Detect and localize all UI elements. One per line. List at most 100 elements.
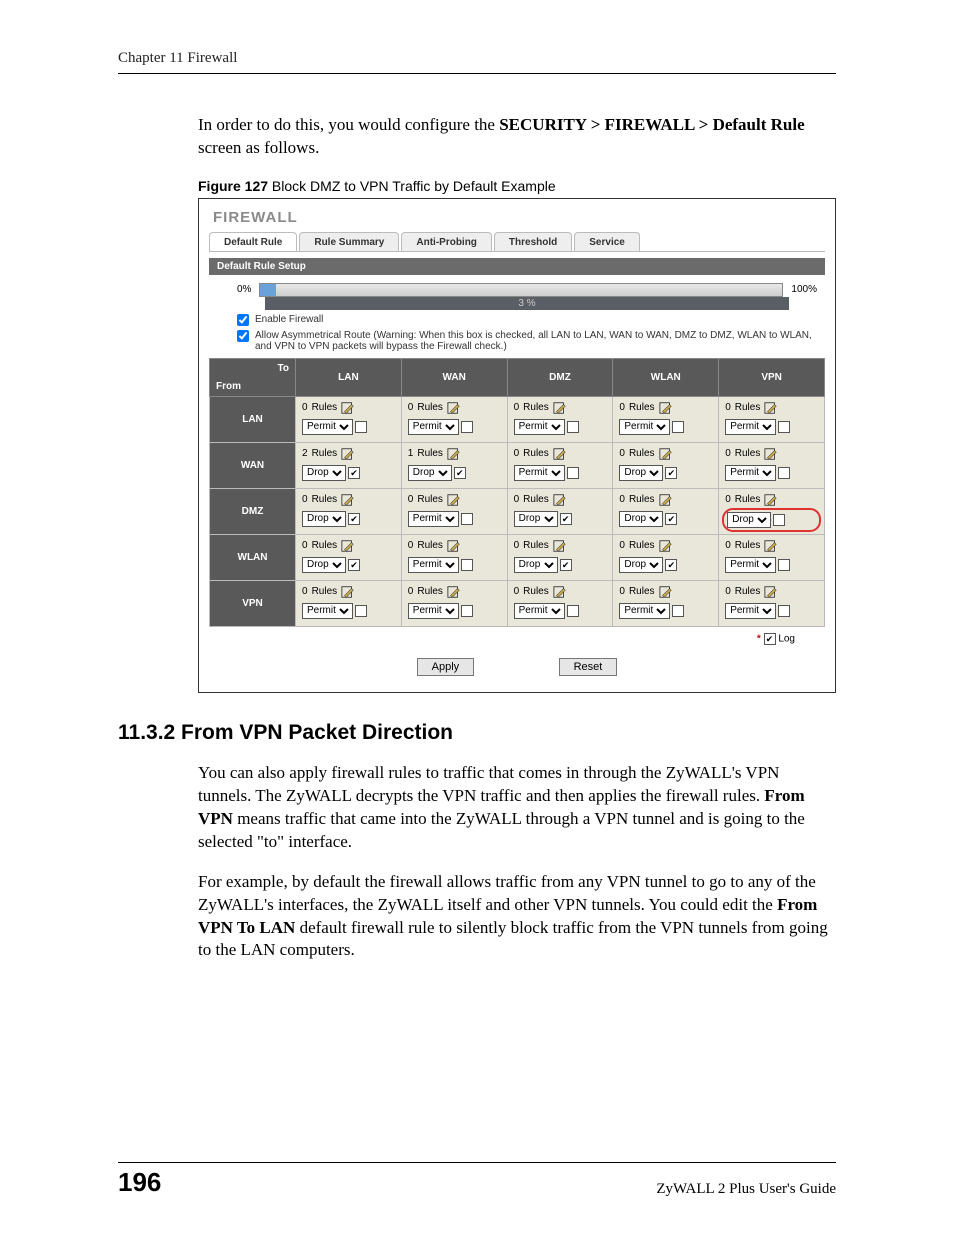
log-checkbox[interactable] [461, 513, 473, 525]
action-select[interactable]: Drop [302, 511, 346, 527]
log-checkbox[interactable] [665, 467, 677, 479]
edit-icon[interactable] [553, 401, 567, 415]
tab-service[interactable]: Service [574, 232, 640, 251]
action-select[interactable]: Drop [727, 512, 771, 528]
log-checkbox[interactable] [778, 421, 790, 433]
edit-icon[interactable] [341, 401, 355, 415]
edit-icon[interactable] [447, 401, 461, 415]
action-select[interactable]: Permit [725, 465, 776, 481]
edit-icon[interactable] [553, 493, 567, 507]
enable-firewall-checkbox[interactable] [237, 314, 249, 326]
action-select[interactable]: Drop [302, 465, 346, 481]
edit-icon[interactable] [341, 539, 355, 553]
reset-button[interactable]: Reset [559, 658, 618, 676]
log-checkbox[interactable] [348, 467, 360, 479]
log-checkbox[interactable] [567, 467, 579, 479]
edit-icon[interactable] [447, 493, 461, 507]
action-select[interactable]: Permit [725, 419, 776, 435]
edit-icon[interactable] [659, 493, 673, 507]
log-checkbox[interactable] [672, 605, 684, 617]
log-checkbox[interactable] [454, 467, 466, 479]
action-select[interactable]: Drop [619, 511, 663, 527]
log-checkbox[interactable] [355, 421, 367, 433]
action-select[interactable]: Permit [619, 419, 670, 435]
rules-word: Rules [629, 494, 655, 505]
tab-rule-summary[interactable]: Rule Summary [299, 232, 399, 251]
asym-route-checkbox[interactable] [237, 330, 249, 342]
edit-icon[interactable] [659, 539, 673, 553]
edit-icon[interactable] [553, 585, 567, 599]
log-checkbox[interactable] [778, 467, 790, 479]
tab-default-rule[interactable]: Default Rule [209, 232, 297, 251]
action-select[interactable]: Permit [302, 603, 353, 619]
log-checkbox[interactable] [567, 421, 579, 433]
action-select[interactable]: Permit [619, 603, 670, 619]
log-checkbox[interactable] [355, 605, 367, 617]
action-select[interactable]: Drop [408, 465, 452, 481]
action-select[interactable]: Drop [619, 557, 663, 573]
rule-count: 0 [514, 402, 520, 413]
action-select[interactable]: Permit [514, 419, 565, 435]
edit-icon[interactable] [764, 493, 778, 507]
rule-count: 0 [619, 494, 625, 505]
col-header-dmz: DMZ [507, 358, 613, 396]
edit-icon[interactable] [659, 585, 673, 599]
apply-button[interactable]: Apply [417, 658, 475, 676]
edit-icon[interactable] [447, 585, 461, 599]
log-checkbox[interactable] [778, 559, 790, 571]
cell-wlan-wan: 0 Rules Permit [401, 534, 507, 580]
enable-firewall-label: Enable Firewall [255, 314, 323, 325]
action-select[interactable]: Permit [408, 511, 459, 527]
edit-icon[interactable] [764, 539, 778, 553]
progress-fill [260, 284, 276, 296]
log-checkbox[interactable] [665, 513, 677, 525]
edit-icon[interactable] [341, 585, 355, 599]
cell-lan-wan: 0 Rules Permit [401, 396, 507, 442]
section-heading: 11.3.2 From VPN Packet Direction [118, 721, 836, 745]
rules-word: Rules [629, 540, 655, 551]
log-checkbox[interactable] [461, 559, 473, 571]
edit-icon[interactable] [447, 447, 461, 461]
p1-a: You can also apply firewall rules to tra… [198, 763, 779, 805]
edit-icon[interactable] [341, 493, 355, 507]
action-select[interactable]: Permit [408, 557, 459, 573]
log-checkbox[interactable] [764, 633, 776, 645]
tab-bar: Default RuleRule SummaryAnti-ProbingThre… [209, 232, 825, 252]
log-checkbox[interactable] [778, 605, 790, 617]
action-select[interactable]: Drop [514, 511, 558, 527]
edit-icon[interactable] [341, 447, 355, 461]
edit-icon[interactable] [764, 585, 778, 599]
action-select[interactable]: Drop [514, 557, 558, 573]
tab-anti-probing[interactable]: Anti-Probing [401, 232, 492, 251]
edit-icon[interactable] [659, 401, 673, 415]
log-checkbox[interactable] [773, 514, 785, 526]
action-select[interactable]: Drop [302, 557, 346, 573]
action-select[interactable]: Permit [514, 603, 565, 619]
log-checkbox[interactable] [461, 421, 473, 433]
action-select[interactable]: Permit [514, 465, 565, 481]
log-checkbox[interactable] [560, 559, 572, 571]
log-checkbox[interactable] [665, 559, 677, 571]
log-checkbox[interactable] [461, 605, 473, 617]
action-select[interactable]: Permit [302, 419, 353, 435]
action-select[interactable]: Permit [408, 419, 459, 435]
action-select[interactable]: Permit [725, 557, 776, 573]
edit-icon[interactable] [764, 447, 778, 461]
action-select[interactable]: Permit [408, 603, 459, 619]
action-select[interactable]: Permit [725, 603, 776, 619]
edit-icon[interactable] [553, 447, 567, 461]
edit-icon[interactable] [764, 401, 778, 415]
row-header-lan: LAN [210, 396, 296, 442]
log-checkbox[interactable] [567, 605, 579, 617]
log-checkbox[interactable] [560, 513, 572, 525]
tab-threshold[interactable]: Threshold [494, 232, 572, 251]
log-checkbox[interactable] [348, 513, 360, 525]
edit-icon[interactable] [659, 447, 673, 461]
log-checkbox[interactable] [348, 559, 360, 571]
log-checkbox[interactable] [672, 421, 684, 433]
edit-icon[interactable] [553, 539, 567, 553]
edit-icon[interactable] [447, 539, 461, 553]
progress-bar [259, 283, 783, 297]
cell-wan-vpn: 0 Rules Permit [719, 442, 825, 488]
action-select[interactable]: Drop [619, 465, 663, 481]
